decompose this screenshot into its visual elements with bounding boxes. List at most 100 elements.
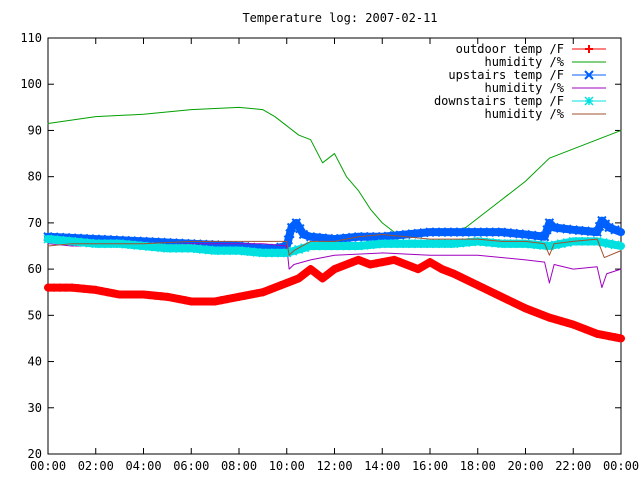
data-point [581, 325, 590, 334]
x-tick-label: 20:00 [507, 459, 543, 473]
data-point [580, 236, 590, 246]
data-point [413, 239, 423, 249]
data-point [198, 244, 208, 254]
data-point [426, 258, 434, 267]
legend-label: humidity /% [485, 107, 565, 121]
data-point [347, 241, 357, 251]
x-tick-label: 10:00 [269, 459, 305, 473]
data-point [377, 239, 387, 249]
y-tick-label: 40 [28, 355, 42, 369]
x-tick-label: 06:00 [173, 459, 209, 473]
data-point [408, 262, 417, 271]
data-point [181, 296, 190, 305]
data-point [521, 304, 530, 313]
data-point [365, 240, 375, 250]
data-point [121, 239, 131, 249]
series-0 [44, 255, 625, 343]
data-point [217, 296, 226, 305]
data-point [467, 237, 477, 247]
data-point [584, 96, 594, 106]
data-point [414, 265, 423, 274]
data-point [329, 241, 340, 251]
data-point [294, 244, 304, 254]
data-point [605, 332, 614, 341]
data-point [479, 284, 488, 293]
data-point [211, 297, 220, 306]
data-point [599, 330, 608, 339]
data-point [288, 276, 297, 285]
data-point [246, 290, 255, 299]
data-point [431, 261, 440, 270]
data-point [520, 239, 531, 249]
data-point [252, 289, 261, 298]
data-point [282, 278, 291, 287]
data-point [291, 218, 302, 228]
data-point [162, 243, 172, 253]
legend-label: outdoor temp /F [456, 42, 564, 56]
data-point [396, 258, 405, 267]
data-point [49, 235, 59, 245]
data-point [509, 239, 519, 249]
data-point [610, 240, 620, 250]
data-point [407, 239, 417, 249]
data-point [371, 239, 381, 249]
data-point [97, 287, 106, 296]
data-point [127, 240, 137, 250]
data-point [240, 291, 249, 300]
data-point [467, 278, 476, 287]
data-point [542, 225, 552, 235]
data-point [73, 237, 83, 247]
x-tick-label: 00:00 [603, 459, 639, 473]
data-point [144, 242, 154, 252]
legend-label: humidity /% [485, 55, 565, 69]
data-point [228, 246, 238, 256]
data-point [598, 238, 608, 248]
data-point [594, 221, 605, 232]
data-point [276, 281, 285, 290]
data-point [324, 241, 334, 251]
y-tick-label: 90 [28, 123, 42, 137]
x-axis: 00:00 02:00 04:00 06:00 08:00 10:00 12:00 14:00… [30, 38, 639, 473]
data-point [437, 265, 446, 274]
data-point [585, 45, 593, 53]
data-point [461, 238, 471, 248]
x-tick-label: 16:00 [412, 459, 448, 473]
data-point [298, 229, 309, 240]
data-point [258, 248, 268, 258]
data-point [401, 239, 411, 249]
data-point [473, 236, 483, 246]
y-tick-label: 20 [28, 447, 42, 461]
data-point [246, 247, 256, 257]
data-point [491, 289, 500, 298]
data-point [79, 238, 89, 248]
data-point [210, 246, 220, 256]
data-point [532, 240, 542, 250]
data-point [556, 239, 566, 249]
data-point [270, 248, 280, 258]
data-point [85, 238, 95, 248]
data-point [443, 267, 452, 276]
chart-title: Temperature log: 2007-02-11 [242, 11, 437, 25]
data-point [419, 239, 429, 249]
data-point [348, 258, 357, 267]
data-point [169, 294, 178, 302]
data-point [174, 243, 184, 253]
data-point [449, 269, 458, 278]
data-point [587, 327, 596, 336]
x-tick-label: 18:00 [460, 459, 496, 473]
data-point [353, 241, 363, 251]
data-point [91, 285, 100, 294]
data-point [473, 281, 482, 290]
data-point [497, 239, 507, 249]
data-point [384, 257, 393, 266]
data-point [366, 260, 375, 269]
data-point [240, 246, 250, 256]
data-point [306, 265, 315, 274]
x-tick-label: 00:00 [30, 459, 66, 473]
series-line [47, 233, 622, 259]
data-point [575, 322, 584, 331]
data-point [611, 333, 620, 342]
data-point [610, 225, 620, 235]
